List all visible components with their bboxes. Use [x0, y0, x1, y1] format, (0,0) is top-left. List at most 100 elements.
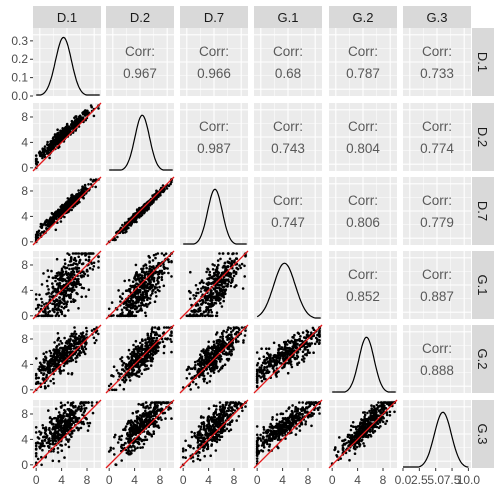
scatter-point: [50, 217, 53, 221]
scatter-point: [151, 292, 154, 295]
scatter-point: [241, 287, 245, 290]
scatter-point: [70, 193, 74, 197]
corr-label: Corr:: [422, 44, 452, 59]
scatter-point: [81, 111, 84, 115]
scatter-point: [189, 388, 192, 391]
scatter-point: [215, 331, 219, 334]
strip-row-label-D.7: D.7: [475, 201, 490, 221]
scatter-point: [170, 350, 173, 354]
scatter-point: [210, 297, 213, 300]
scatter-point: [148, 297, 152, 300]
scatter-point: [49, 351, 53, 355]
scatter-point: [78, 258, 82, 262]
scatter-point: [67, 445, 71, 449]
scatter-point: [34, 452, 38, 455]
scatter-point: [275, 359, 279, 363]
scatter-point: [272, 341, 276, 345]
scatter-point: [112, 365, 116, 369]
scatter-point: [77, 282, 81, 286]
scatter-point: [138, 365, 141, 369]
scatter-point: [235, 339, 238, 343]
scatter-point: [146, 332, 149, 336]
scatter-point: [205, 270, 208, 274]
scatter-point: [37, 229, 41, 233]
scatter-point: [143, 356, 147, 359]
scatter-point: [220, 331, 224, 335]
scatter-point: [73, 330, 77, 333]
scatter-point: [57, 415, 60, 419]
scatter-point: [306, 342, 309, 346]
scatter-point: [60, 444, 64, 447]
scatter-point: [140, 213, 144, 217]
scatter-point: [87, 255, 91, 259]
scatter-point: [70, 435, 73, 439]
scatter-point: [271, 366, 275, 370]
scatter-point: [126, 226, 129, 229]
scatter-point: [132, 219, 136, 222]
scatter-point: [119, 357, 122, 361]
panel-D.1-G.1: Corr:0.68: [254, 28, 322, 96]
scatter-point: [121, 292, 125, 296]
scatter-point: [237, 340, 240, 343]
corr-value: 0.743: [271, 141, 305, 156]
scatter-point: [61, 273, 64, 277]
scatter-point: [275, 354, 278, 357]
corr-label: Corr:: [348, 267, 378, 282]
scatter-point: [167, 271, 170, 275]
scatter-point: [83, 407, 86, 410]
scatter-point: [135, 208, 139, 211]
scatter-point: [148, 260, 151, 263]
scatter-point: [167, 260, 171, 264]
scatter-point: [42, 373, 45, 377]
panel-D.1-D.7: Corr:0.966: [180, 28, 248, 96]
scatter-point: [62, 364, 66, 368]
corr-label: Corr:: [199, 119, 229, 134]
scatter-point: [205, 368, 208, 371]
scatter-point: [134, 295, 138, 299]
strip-col-label-D.2: D.2: [130, 10, 150, 25]
scatter-point: [65, 202, 69, 206]
scatter-point: [52, 362, 55, 366]
scatter-point: [73, 288, 76, 292]
scatter-point: [199, 365, 202, 368]
scatter-point: [232, 274, 236, 278]
scatter-point: [305, 345, 308, 349]
scatter-point: [140, 345, 143, 349]
scatter-point: [36, 306, 40, 309]
scatter-point: [198, 357, 202, 360]
scatter-point: [59, 372, 62, 375]
scatter-point: [66, 293, 70, 297]
scatter-point: [89, 252, 92, 255]
strip-col-label-D.7: D.7: [204, 10, 224, 25]
scatter-point: [82, 403, 86, 407]
scatter-point: [107, 384, 111, 388]
scatter-point: [63, 456, 66, 459]
scatter-point: [110, 374, 113, 377]
scatter-point: [138, 278, 141, 282]
scatter-point: [40, 297, 43, 301]
scatter-point: [209, 363, 212, 367]
scatter-point: [301, 355, 305, 358]
scatter-point: [56, 423, 59, 427]
scatter-point: [60, 305, 63, 309]
scatter-point: [97, 107, 100, 110]
scatter-point: [190, 303, 193, 307]
scatter-point: [230, 342, 234, 345]
scatter-point: [123, 369, 126, 373]
scatter-point: [199, 290, 203, 293]
scatter-point: [56, 132, 59, 135]
scatter-point: [47, 409, 50, 412]
scatter-point: [59, 339, 62, 343]
scatter-point: [125, 230, 128, 233]
reference-line: [105, 176, 175, 246]
strip-row-D.2: [472, 103, 494, 171]
scatter-point: [156, 277, 160, 280]
scatter-point: [300, 339, 304, 343]
scatter-point: [277, 343, 281, 347]
scatter-point: [187, 365, 190, 369]
scatter-point: [126, 289, 129, 292]
scatter-point: [210, 345, 214, 349]
scatter-point: [66, 129, 70, 132]
scatter-point: [54, 356, 57, 360]
scatter-point: [156, 279, 159, 282]
